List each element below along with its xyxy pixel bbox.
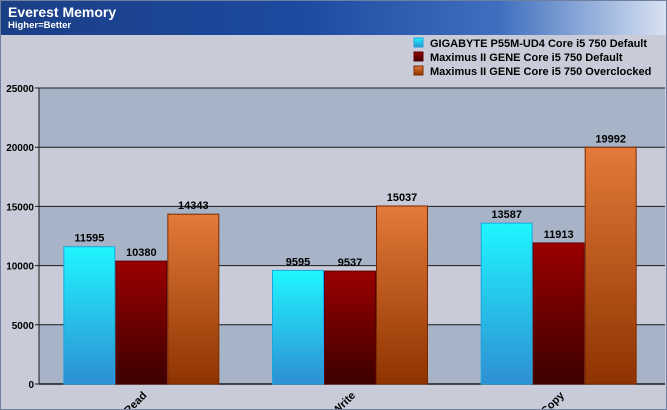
bar-write-series-2 <box>324 270 376 385</box>
bar-copy-series-3 <box>584 146 637 385</box>
chart-subtitle: Higher=Better <box>8 20 72 31</box>
bar-write-series-1 <box>272 269 324 385</box>
x-category-label: Write <box>330 390 358 409</box>
data-label: 9595 <box>286 256 310 268</box>
bar-copy-series-1 <box>480 222 533 385</box>
bar-read-series-2 <box>115 260 168 385</box>
y-tick-label: 25000 <box>6 84 34 95</box>
data-label: 11913 <box>544 229 574 241</box>
grid-band <box>39 147 665 207</box>
y-tick-label: 0 <box>28 380 34 391</box>
legend-swatch-2 <box>413 51 424 62</box>
bar-read-series-1 <box>63 246 116 385</box>
legend-label-3: Maximus II GENE Core i5 750 Overclocked <box>430 66 651 78</box>
data-label: 13587 <box>491 209 522 221</box>
data-label: 10380 <box>126 247 157 259</box>
bar-read-series-3 <box>167 213 220 385</box>
chart-title: Everest Memory <box>8 4 117 20</box>
x-category-label: Copy <box>539 389 568 409</box>
data-label: 19992 <box>595 133 626 145</box>
legend-label-2: Maximus II GENE Core i5 750 Default <box>430 52 623 64</box>
legend-swatch-3 <box>413 65 424 76</box>
data-label: 9537 <box>338 257 362 269</box>
y-tick-label: 5000 <box>12 321 35 332</box>
grid-band <box>39 88 665 148</box>
bar-write-series-3 <box>376 205 428 385</box>
legend-label-1: GIGABYTE P55M-UD4 Core i5 750 Default <box>430 38 647 50</box>
legend-swatch-1 <box>413 37 424 48</box>
bar-copy-series-2 <box>532 242 585 385</box>
data-label: 14343 <box>178 200 209 212</box>
y-tick-label: 20000 <box>6 143 34 154</box>
data-label: 15037 <box>387 192 418 204</box>
y-tick-label: 10000 <box>6 262 34 273</box>
x-category-label: Read <box>122 390 150 409</box>
data-label: 11595 <box>74 233 104 245</box>
y-tick-label: 15000 <box>6 202 34 213</box>
chart-header: Everest Memory Higher=Better <box>1 1 666 35</box>
